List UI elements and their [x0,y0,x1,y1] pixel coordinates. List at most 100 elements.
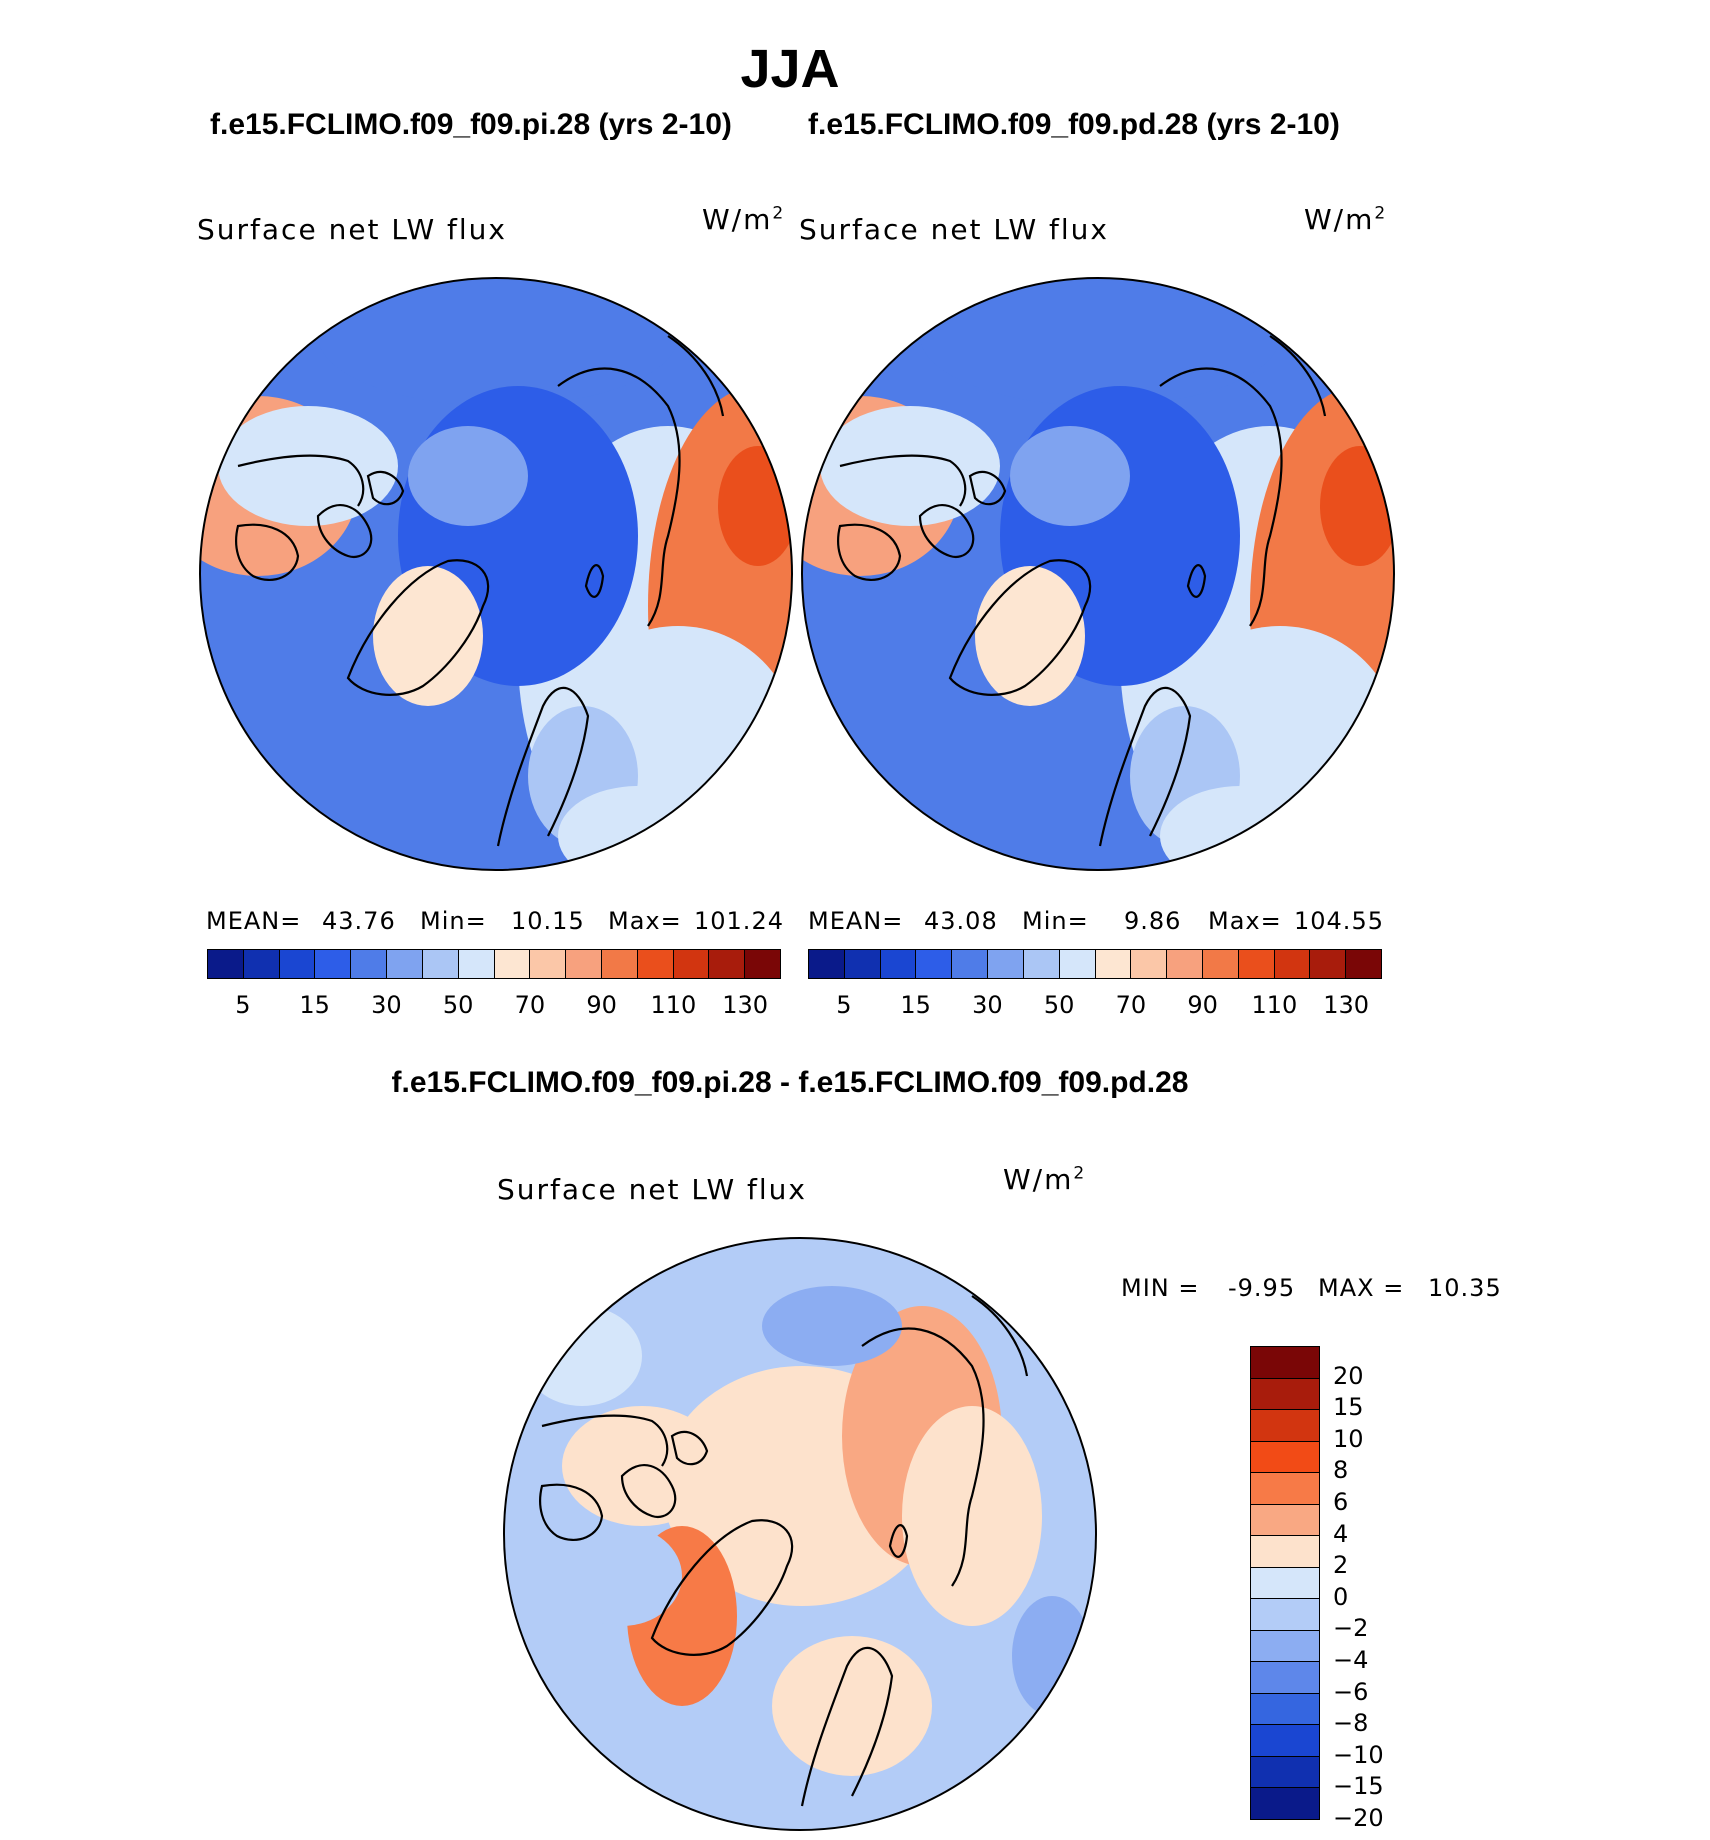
coastline [968,470,1007,506]
colorbar-tick-label: 15 [299,991,330,1019]
colorbar-swatch [880,950,917,978]
colorbar-swatch [458,950,495,978]
colorbar-tick-label: 130 [722,991,769,1019]
panel-pd-run-label: f.e15.FCLIMO.f09_f09.pd.28 (yrs 2-10) [808,108,1340,141]
difference-units: W/m2 [1003,1163,1087,1196]
coastline [837,523,902,581]
difference-colorbar [1250,1346,1320,1820]
colorbar-tick-label: 15 [900,991,931,1019]
colorbar-tick-label: −6 [1333,1677,1369,1706]
coastline [539,1483,604,1541]
field-region [373,566,483,706]
map-boundary [199,277,793,871]
colorbar-swatch [279,950,316,978]
coastline [316,504,373,559]
colorbar-swatch [1310,950,1347,978]
coastline [1159,367,1283,627]
colorbar-tick-label: 50 [442,991,474,1019]
season-title: JJA [740,39,840,99]
colorbar-tick-label: 110 [1251,991,1298,1019]
colorbar-swatch [1251,1693,1319,1726]
coastline [918,504,975,559]
colorbar-tick-label: 110 [650,991,697,1019]
colorbar-tick-label: 15 [1333,1393,1364,1422]
colorbar-swatch [530,950,567,978]
colorbar-tick-label: 30 [972,991,1003,1019]
coastline [584,564,605,598]
colorbar-swatch [952,950,989,978]
coastline [346,559,490,696]
colorbar-swatch [494,950,531,978]
field-region [408,426,528,526]
colorbar-tick-label: 10 [1333,1424,1364,1453]
panel-pi-max-value: 101.24 [694,907,784,935]
panel-pi-max-label: Max= [608,907,682,935]
colorbar-swatch [1251,1504,1319,1537]
colorbar-swatch [1095,950,1132,978]
colorbar-tick-label: 0 [1333,1582,1349,1611]
colorbar-swatch [243,950,280,978]
colorbar-swatch [1251,1599,1319,1631]
colorbar-swatch [387,950,423,978]
colorbar-swatch [1131,950,1168,978]
panel-pi-polar-map [199,277,793,871]
coastline [948,559,1092,696]
field-region [762,1286,902,1366]
difference-title: f.e15.FCLIMO.f09_f09.pi.28 - f.e15.FCLIM… [391,1066,1189,1099]
colorbar-swatch [1346,950,1381,978]
colorbar-swatch [315,950,352,978]
coastline [366,470,405,506]
colorbar-swatch [1251,1756,1319,1789]
coastline [971,1295,1029,1377]
coastline [557,367,681,627]
colorbar-swatch [422,950,459,978]
panel-pi-units: W/m2 [702,203,786,236]
colorbar-tick-label: 50 [1043,991,1075,1019]
colorbar-tick-label: 70 [1115,991,1147,1019]
colorbar-tick-label: −20 [1333,1804,1384,1832]
colorbar-swatch [1251,1378,1319,1411]
coastline [670,1430,709,1466]
colorbar-swatch [745,950,780,978]
panel-pd-max-label: Max= [1208,907,1282,935]
coastline [650,1519,794,1656]
colorbar-swatch [709,950,746,978]
colorbar-tick-label: 20 [1333,1361,1364,1390]
coastline [839,454,967,507]
colorbar-tick-label: 5 [836,991,852,1019]
coastline [1098,686,1192,847]
colorbar-swatch [1023,950,1060,978]
colorbar-swatch [844,950,881,978]
colorbar-tick-label: −10 [1333,1740,1384,1769]
colorbar-swatch [637,950,674,978]
difference-variable-label: Surface net LW flux [497,1173,807,1206]
colorbar-swatch [1251,1441,1319,1474]
difference-min-value: -9.95 [1228,1274,1296,1302]
colorbar-tick-label: 6 [1333,1488,1349,1516]
colorbar-swatch [1251,1473,1319,1505]
difference-max-label: MAX = [1318,1274,1405,1302]
colorbar-swatch [1251,1662,1319,1694]
colorbar-tick-label: 5 [235,991,251,1019]
field-region [902,1406,1042,1626]
colorbar-swatch [1274,950,1311,978]
colorbar-swatch [1202,950,1239,978]
colorbar-swatch [988,950,1024,978]
field-region [1010,426,1130,526]
colorbar-tick-label: −8 [1333,1709,1369,1738]
panel-pd-mean-label: MEAN= [808,907,904,935]
panel-pi-mean-value: 43.76 [322,907,396,935]
panel-pi-min-value: 10.15 [511,907,585,935]
colorbar-swatch [673,950,710,978]
field-region [218,406,398,526]
panel-pd-polar-map [801,277,1395,871]
colorbar-tick-label: 30 [371,991,402,1019]
panel-pi-run-label: f.e15.FCLIMO.f09_f09.pi.28 (yrs 2-10) [210,108,732,141]
coastline [861,1327,985,1587]
colorbar-tick-label: 2 [1333,1551,1349,1580]
field-region [975,566,1085,706]
field-region [820,406,1000,526]
panel-pi-variable-label: Surface net LW flux [197,213,507,246]
coastline [1186,564,1207,598]
coastline [800,1646,894,1807]
